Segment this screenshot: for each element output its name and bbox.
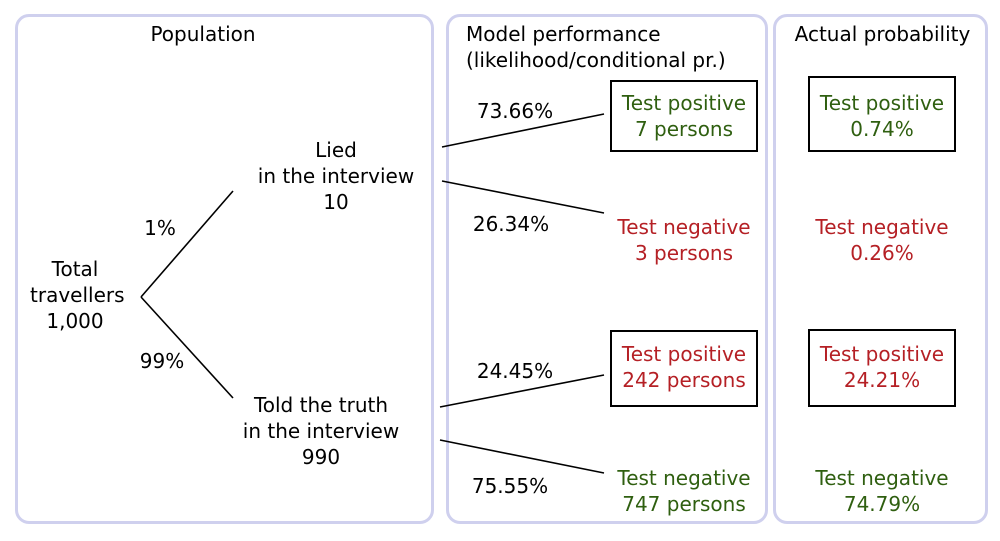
truth-positive-probability: Test positive 24.21% bbox=[819, 342, 945, 392]
actual-probability-header: Actual probability bbox=[794, 22, 971, 46]
root-node: Total travellers 1,000 bbox=[30, 257, 125, 333]
truth-node: Told the truth in the interview 990 bbox=[242, 393, 400, 469]
truth-negative-outcome: Test negative 747 persons bbox=[617, 466, 751, 516]
lied-node: Lied in the interview 10 bbox=[257, 138, 415, 214]
lied-negative-outcome: Test negative 3 persons bbox=[617, 215, 751, 265]
model-performance-header: Model performance (likelihood/conditiona… bbox=[466, 22, 726, 72]
lied-positive-percentage: 73.66% bbox=[476, 99, 554, 123]
lied-positive-prob-box bbox=[808, 76, 956, 152]
truth-negative-probability: Test negative 74.79% bbox=[815, 466, 949, 516]
lied-positive-probability: Test positive 0.74% bbox=[819, 91, 945, 141]
truth-negative-percentage: 75.55% bbox=[471, 474, 549, 498]
truth-positive-percentage: 24.45% bbox=[476, 359, 554, 383]
lied-positive-outcome: Test positive 7 persons bbox=[621, 91, 747, 141]
lied-positive-box bbox=[610, 80, 758, 152]
lied-negative-percentage: 26.34% bbox=[472, 212, 550, 236]
truth-positive-box bbox=[610, 330, 758, 407]
truth-positive-outcome: Test positive 242 persons bbox=[621, 342, 747, 392]
truth-percentage: 99% bbox=[139, 349, 185, 373]
population-header: Population bbox=[150, 22, 256, 46]
truth-positive-prob-box bbox=[808, 329, 956, 407]
lied-percentage: 1% bbox=[144, 216, 176, 240]
lied-negative-probability: Test negative 0.26% bbox=[815, 215, 949, 265]
